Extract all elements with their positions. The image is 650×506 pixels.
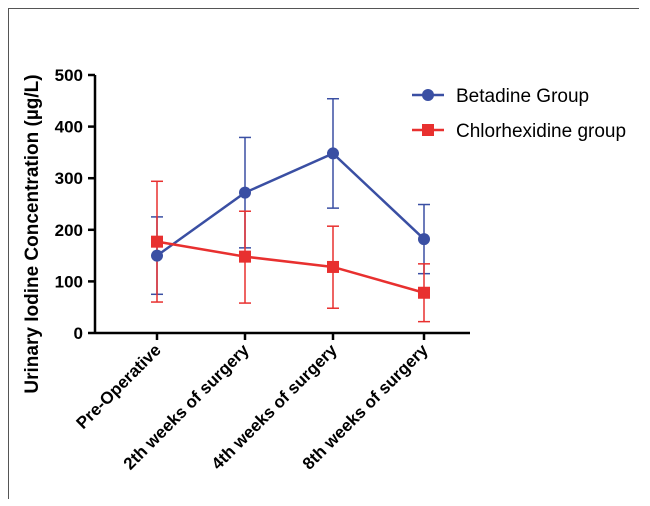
x-tick-label: Pre-Operative bbox=[73, 340, 165, 432]
y-tick-label: 200 bbox=[55, 221, 83, 240]
data-point bbox=[327, 260, 339, 273]
data-point bbox=[327, 147, 339, 160]
legend-label: Betadine Group bbox=[456, 86, 589, 107]
data-point bbox=[239, 186, 251, 199]
data-point bbox=[151, 235, 163, 248]
figure-frame bbox=[8, 8, 639, 499]
y-tick-label: 300 bbox=[55, 169, 83, 188]
data-point bbox=[239, 250, 251, 263]
series-line bbox=[156, 240, 425, 294]
data-point bbox=[418, 286, 430, 299]
legend-label: Chlorhexidine group bbox=[456, 121, 626, 142]
y-tick-label: 500 bbox=[55, 66, 83, 85]
series-markers bbox=[151, 147, 430, 299]
error-bars bbox=[151, 97, 430, 323]
y-tick-label: 100 bbox=[55, 272, 83, 291]
y-tick-label: 400 bbox=[55, 118, 83, 137]
legend-swatch-marker bbox=[422, 124, 434, 136]
y-tick-label: 0 bbox=[74, 324, 83, 343]
legend-swatch-marker bbox=[422, 89, 434, 101]
y-axis-title: Urinary Iodine Concentration (µg/L) bbox=[22, 74, 43, 393]
data-point bbox=[418, 233, 430, 246]
series-lines bbox=[156, 151, 425, 294]
series-line bbox=[156, 151, 425, 257]
legend: Betadine Group Chlorhexidine group bbox=[412, 86, 626, 142]
data-point bbox=[151, 249, 163, 262]
